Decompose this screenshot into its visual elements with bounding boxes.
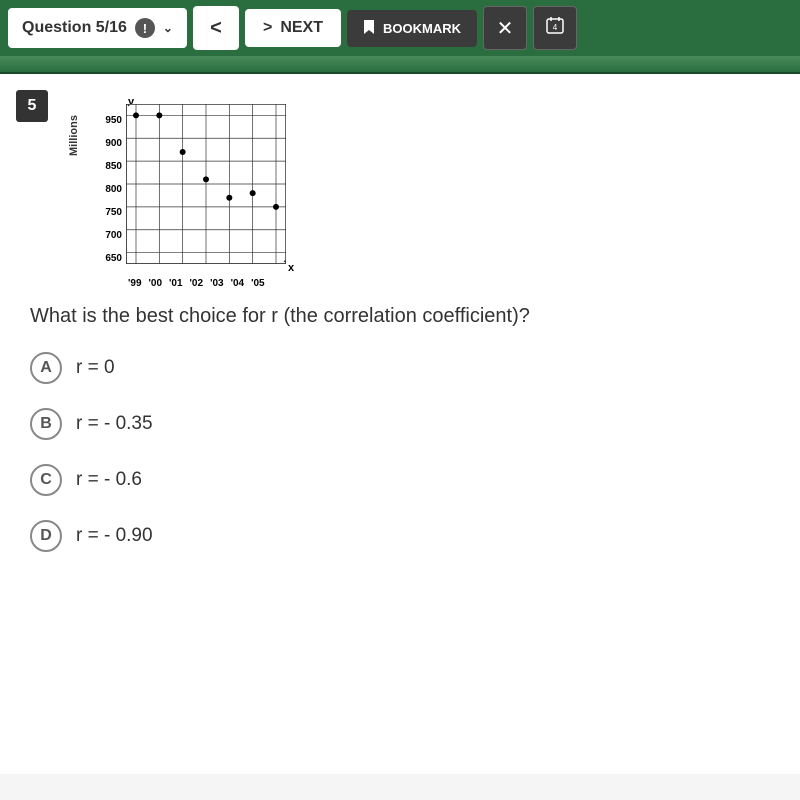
- next-label: NEXT: [280, 19, 323, 37]
- question-text: What is the best choice for r (the corre…: [30, 305, 770, 328]
- option-text: r = - 0.90: [76, 525, 153, 547]
- calendar-button[interactable]: 4: [533, 6, 577, 50]
- calendar-icon: 4: [545, 15, 565, 41]
- header-divider: [0, 56, 800, 74]
- scatter-chart: Millions 650700750800850900950 y x '99'0…: [90, 96, 770, 289]
- question-content: 5 Millions 650700750800850900950 y x '99…: [0, 74, 800, 774]
- option-c[interactable]: Cr = - 0.6: [30, 464, 770, 496]
- chart-y-label: Millions: [68, 115, 80, 156]
- option-d[interactable]: Dr = - 0.90: [30, 520, 770, 552]
- bookmark-button[interactable]: BOOKMARK: [347, 10, 477, 47]
- alert-icon: !: [135, 18, 155, 38]
- chart-x-axis-char: x: [288, 262, 294, 274]
- top-navigation-bar: Question 5/16 ! ⌄ < > NEXT BOOKMARK ✕ 4: [0, 0, 800, 56]
- next-button[interactable]: > NEXT: [245, 9, 341, 47]
- chart-x-ticks: '99'00'01'02'03'04'05: [128, 278, 770, 289]
- option-b[interactable]: Br = - 0.35: [30, 408, 770, 440]
- chevron-down-icon: ⌄: [163, 21, 173, 35]
- bookmark-icon: [363, 20, 375, 37]
- option-text: r = - 0.6: [76, 469, 142, 491]
- option-text: r = 0: [76, 357, 115, 379]
- option-letter: C: [30, 464, 62, 496]
- question-counter[interactable]: Question 5/16 ! ⌄: [8, 8, 187, 48]
- close-button[interactable]: ✕: [483, 6, 527, 50]
- option-text: r = - 0.35: [76, 413, 153, 435]
- svg-text:4: 4: [553, 23, 558, 32]
- chevron-left-icon: <: [210, 17, 222, 40]
- option-letter: B: [30, 408, 62, 440]
- option-a[interactable]: Ar = 0: [30, 352, 770, 384]
- question-counter-label: Question 5/16: [22, 19, 127, 37]
- options-list: Ar = 0 Br = - 0.35 Cr = - 0.6 Dr = - 0.90: [30, 352, 770, 552]
- option-letter: A: [30, 352, 62, 384]
- option-letter: D: [30, 520, 62, 552]
- chevron-right-icon: >: [263, 19, 272, 37]
- chart-plot: [126, 104, 286, 264]
- bookmark-label: BOOKMARK: [383, 21, 461, 36]
- question-number-badge: 5: [16, 90, 48, 122]
- prev-button[interactable]: <: [193, 6, 239, 50]
- close-icon: ✕: [497, 16, 514, 41]
